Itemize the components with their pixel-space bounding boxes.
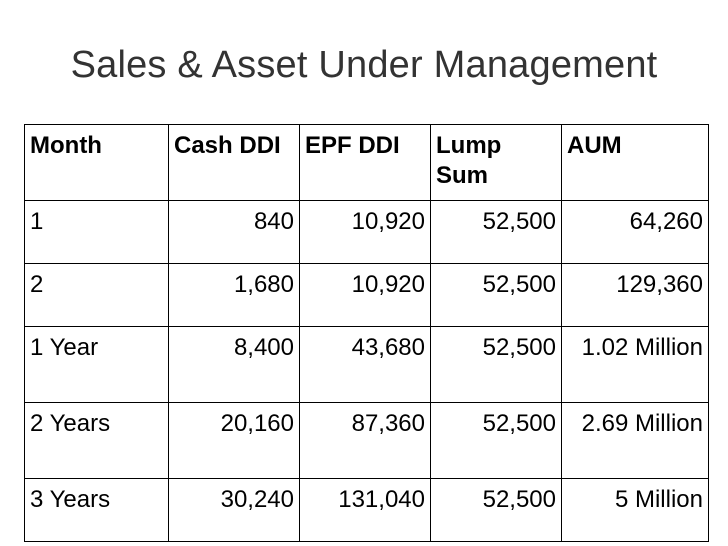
header-cash-ddi: Cash DDI (168, 124, 300, 201)
cell-aum: 1.02 Million (561, 326, 709, 403)
cell-epf-ddi: 87,360 (299, 402, 431, 479)
cell-month: 2 (24, 263, 169, 327)
table-header-row: Month Cash DDI EPF DDI Lump Sum AUM (24, 124, 709, 201)
table-row: 2 1,680 10,920 52,500 129,360 (24, 263, 709, 327)
cell-lump-sum: 52,500 (430, 263, 562, 327)
table-row: 2 Years 20,160 87,360 52,500 2.69 Millio… (24, 402, 709, 479)
cell-month: 1 Year (24, 326, 169, 403)
cell-lump-sum: 52,500 (430, 402, 562, 479)
cell-month: 2 Years (24, 402, 169, 479)
cell-epf-ddi: 43,680 (299, 326, 431, 403)
cell-cash-ddi: 1,680 (168, 263, 300, 327)
header-aum: AUM (561, 124, 709, 201)
cell-cash-ddi: 20,160 (168, 402, 300, 479)
cell-epf-ddi: 10,920 (299, 263, 431, 327)
cell-aum: 5 Million (561, 478, 709, 542)
cell-epf-ddi: 131,040 (299, 478, 431, 542)
header-epf-ddi: EPF DDI (299, 124, 431, 201)
cell-lump-sum: 52,500 (430, 478, 562, 542)
header-month: Month (24, 124, 169, 201)
cell-epf-ddi: 10,920 (299, 200, 431, 264)
cell-aum: 2.69 Million (561, 402, 709, 479)
cell-cash-ddi: 840 (168, 200, 300, 264)
page-title: Sales & Asset Under Management (70, 44, 658, 86)
header-lump-sum: Lump Sum (430, 124, 562, 201)
cell-month: 3 Years (24, 478, 169, 542)
cell-lump-sum: 52,500 (430, 326, 562, 403)
table-row: 3 Years 30,240 131,040 52,500 5 Million (24, 478, 709, 542)
cell-cash-ddi: 8,400 (168, 326, 300, 403)
cell-cash-ddi: 30,240 (168, 478, 300, 542)
cell-month: 1 (24, 200, 169, 264)
cell-aum: 129,360 (561, 263, 709, 327)
table-row: 1 840 10,920 52,500 64,260 (24, 200, 709, 264)
data-table: Month Cash DDI EPF DDI Lump Sum AUM 1 84… (24, 124, 709, 542)
cell-aum: 64,260 (561, 200, 709, 264)
cell-lump-sum: 52,500 (430, 200, 562, 264)
table-row: 1 Year 8,400 43,680 52,500 1.02 Million (24, 326, 709, 403)
